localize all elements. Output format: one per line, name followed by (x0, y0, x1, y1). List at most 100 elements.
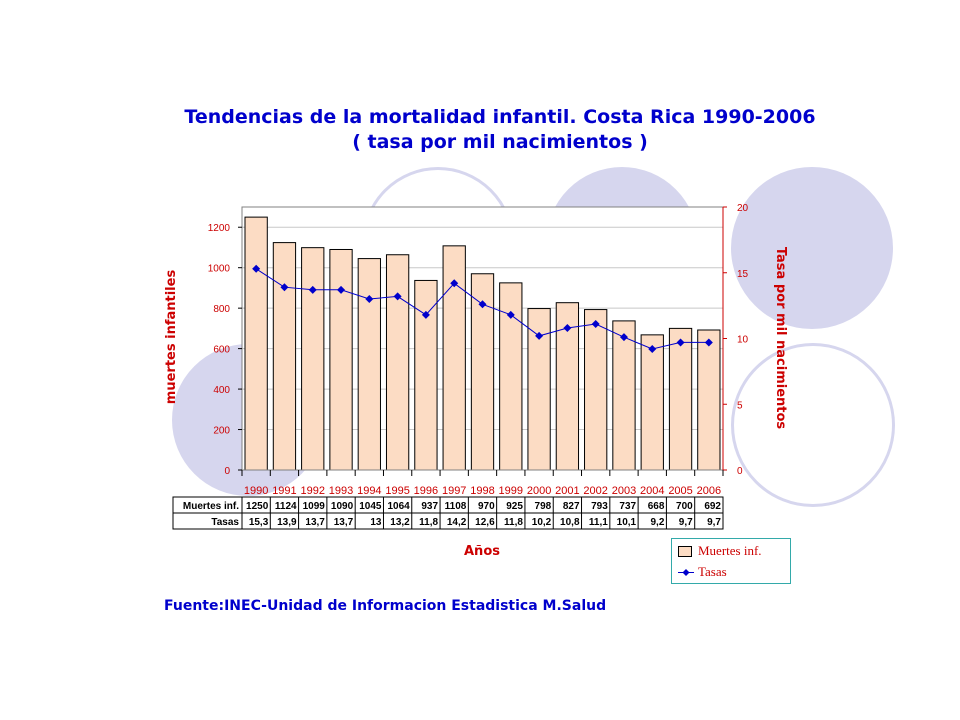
x-tick-label: 1999 (499, 485, 523, 497)
data-table-cell: 668 (648, 501, 665, 512)
data-table-cell: 10,1 (617, 517, 637, 528)
legend-label-bars: Muertes inf. (698, 543, 762, 558)
data-table-cell: 11,1 (589, 517, 608, 528)
decorative-circle (731, 167, 893, 329)
y-tick-label: 1200 (208, 223, 231, 234)
y-axis-title: muertes infantiles (164, 270, 179, 405)
data-table-cell: 13,9 (277, 517, 297, 528)
data-table-cell: 12,6 (475, 517, 495, 528)
rate-marker (619, 333, 628, 342)
legend-line-swatch (678, 568, 694, 576)
y-tick-label: 400 (213, 385, 230, 396)
data-table-cell: 970 (478, 501, 495, 512)
bar (414, 279, 438, 471)
x-tick-label: 1998 (470, 485, 494, 497)
data-table-cell: 937 (421, 501, 438, 512)
data-table-cell: 925 (506, 501, 523, 512)
rate-marker (535, 331, 544, 340)
data-table-cell: 827 (563, 501, 580, 512)
rate-marker (506, 310, 515, 319)
x-tick-label: 2004 (640, 485, 664, 497)
chart-subtitle: ( tasa por mil nacimientos ) (352, 131, 648, 153)
rate-marker (280, 283, 289, 292)
bar (329, 248, 353, 471)
rate-marker (676, 338, 685, 347)
x-tick-label: 1995 (385, 485, 409, 497)
x-tick-label: 2006 (697, 485, 721, 497)
bar (385, 254, 410, 471)
bar (244, 216, 268, 471)
data-table-cell: 13 (370, 517, 382, 528)
rate-marker (648, 345, 657, 354)
y2-tick-label: 0 (737, 466, 743, 477)
data-table-cell: 1124 (275, 501, 297, 512)
x-tick-label: 2003 (612, 485, 636, 497)
x-tick-label: 2000 (527, 485, 551, 497)
y-tick-label: 1000 (208, 264, 231, 275)
data-table-cell: 14,2 (447, 517, 467, 528)
x-tick-label: 2002 (583, 485, 607, 497)
data-table-cell: 13,7 (334, 517, 354, 528)
y2-tick-label: 10 (737, 335, 749, 346)
y2-axis-title: Tasa por mil nacimientos (773, 247, 788, 430)
bar (584, 309, 608, 471)
rate-marker (704, 338, 713, 347)
data-table-cell: 1064 (388, 501, 411, 512)
legend-item-bars: Muertes inf. (678, 543, 762, 559)
data-table-cell: 692 (704, 501, 721, 512)
x-tick-label: 1997 (442, 485, 466, 497)
data-table-cell: 793 (591, 501, 608, 512)
bar (697, 329, 721, 471)
data-table-cell: 13,7 (305, 517, 325, 528)
data-table-cell: 1108 (445, 501, 467, 512)
bar (357, 258, 381, 471)
bar (301, 247, 325, 471)
data-table-cell: 11,8 (419, 517, 438, 528)
bar (612, 320, 636, 471)
data-table-cell: 1090 (331, 501, 354, 512)
data-table-cell: 10,2 (532, 517, 552, 528)
legend-label-line: Tasas (698, 564, 727, 579)
chart-legend: Muertes inf. Tasas (671, 538, 791, 584)
rate-marker (252, 264, 261, 273)
rate-marker (421, 310, 430, 319)
y-tick-label: 200 (213, 426, 230, 437)
chart-title: Tendencias de la mortalidad infantil. Co… (184, 106, 816, 128)
rate-marker (478, 300, 487, 309)
y2-tick-label: 20 (737, 203, 749, 214)
data-table-cell: 15,3 (249, 517, 269, 528)
x-tick-label: 2001 (555, 485, 579, 497)
x-tick-label: 1991 (272, 485, 296, 497)
data-table-cell: 9,2 (651, 517, 665, 528)
rate-marker (365, 295, 374, 304)
data-table-cell: 1099 (303, 501, 326, 512)
y-tick-label: 800 (213, 304, 230, 315)
data-table-cell: 798 (535, 501, 552, 512)
y2-tick-label: 15 (737, 269, 749, 280)
data-table-cell: 700 (676, 501, 693, 512)
y2-tick-label: 5 (737, 400, 743, 411)
rate-marker (563, 323, 572, 332)
data-table-cell: 737 (619, 501, 636, 512)
rate-marker (591, 320, 600, 329)
x-tick-label: 1994 (357, 485, 381, 497)
data-table-cell: 9,7 (679, 517, 693, 528)
rate-marker (450, 279, 459, 288)
legend-bar-swatch (678, 545, 692, 557)
data-table-cell: 9,7 (707, 517, 721, 528)
source-note: Fuente:INEC-Unidad de Informacion Estadi… (164, 598, 607, 614)
legend-item-line: Tasas (678, 564, 727, 580)
y-tick-label: 0 (224, 466, 230, 477)
bar (272, 242, 297, 471)
x-axis-title: Años (464, 544, 500, 559)
data-table-cell: 1045 (359, 501, 382, 512)
data-table-cell: 13,2 (390, 517, 410, 528)
x-tick-label: 1990 (244, 485, 268, 497)
decorative-circle-ring (731, 343, 895, 507)
y-tick-label: 600 (213, 345, 230, 356)
rate-marker (393, 292, 402, 301)
bar (668, 327, 693, 471)
rate-marker (308, 285, 317, 294)
data-table-cell: 11,8 (504, 517, 523, 528)
